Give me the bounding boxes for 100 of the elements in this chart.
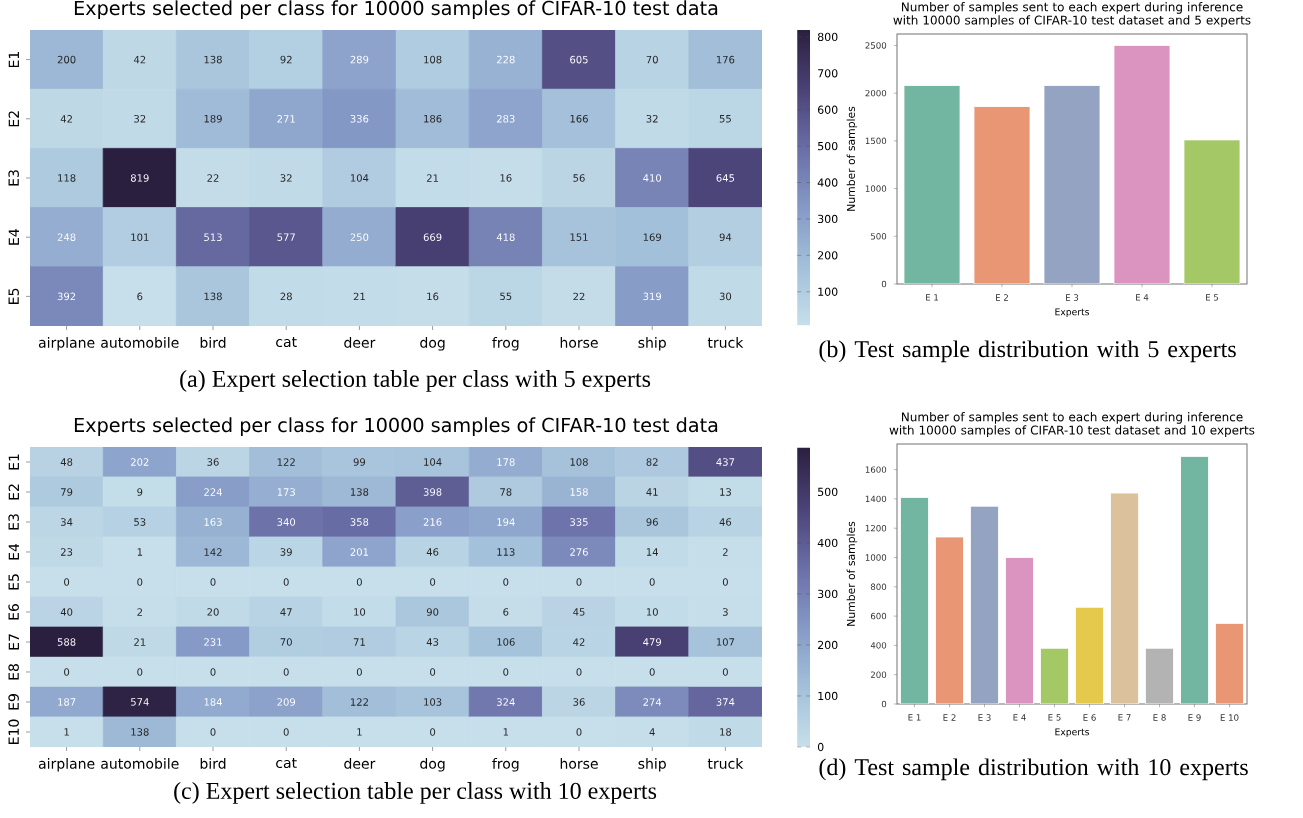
x-tick-label: deer <box>344 337 376 348</box>
data-label: 108 <box>570 458 588 466</box>
data-label: 276 <box>570 548 588 556</box>
data-label: 0 <box>137 668 143 676</box>
data-label: 335 <box>570 518 588 526</box>
data-label: 418 <box>496 233 515 241</box>
data-label: 48 <box>60 458 73 466</box>
y-tick-label: E2 <box>8 111 19 127</box>
data-label: 30 <box>719 292 732 301</box>
data-label: 82 <box>646 458 658 466</box>
data-label: 0 <box>356 668 362 676</box>
data-label: 53 <box>134 518 146 526</box>
data-label: 0 <box>64 578 70 586</box>
y-tick-label: E2 <box>8 484 19 500</box>
data-label: 142 <box>204 548 222 556</box>
data-label: 588 <box>57 638 76 646</box>
y-tick-label: 0 <box>881 700 887 708</box>
chart-title: Number of samples sent to each expert during inference with 10000 samples of CIFAR-10 test dataset and 5 experts <box>893 2 1251 27</box>
x-tick-label: deer <box>344 758 376 769</box>
data-label: 55 <box>500 292 512 301</box>
x-tick-label: frog <box>492 758 519 772</box>
data-label: 36 <box>207 458 219 466</box>
data-label: 122 <box>277 458 295 466</box>
data-label: 118 <box>58 174 76 182</box>
data-label: 2 <box>137 608 142 616</box>
y-tick-label: E4 <box>8 229 19 245</box>
data-label: 166 <box>570 114 588 123</box>
y-tick-label: 1400 <box>865 495 887 503</box>
data-label: 101 <box>131 233 149 241</box>
color-bar-label: 500 <box>818 487 838 497</box>
data-label: 10 <box>354 608 366 616</box>
data-label: 0 <box>64 668 70 676</box>
y-tick-label: E1 <box>8 454 19 470</box>
data-label: 138 <box>204 55 222 64</box>
data-label: 21 <box>426 174 439 182</box>
data-label: 186 <box>424 114 442 123</box>
data-label: 178 <box>497 458 515 466</box>
data-label: 0 <box>649 668 655 676</box>
data-label: 0 <box>649 578 655 586</box>
y-tick-label: 600 <box>870 612 887 620</box>
data-label: 71 <box>353 638 365 646</box>
color-bar-label: 400 <box>817 178 838 187</box>
text: (b) Test sample distribution with 5 experts <box>819 340 1236 363</box>
y-tick-label: E5 <box>8 574 19 590</box>
data-label: 9 <box>137 488 143 496</box>
data-label: 250 <box>350 233 369 241</box>
data-label: 194 <box>497 518 515 526</box>
y-tick-label: E8 <box>8 664 19 680</box>
text: (d) Test sample distribution with 10 experts <box>819 758 1248 781</box>
data-label: 513 <box>204 233 222 241</box>
data-label: 0 <box>722 578 728 586</box>
x-tick-label: dog <box>420 758 445 772</box>
chart-title: Experts selected per class for 10000 samples of CIFAR-10 test data <box>74 417 718 436</box>
text: (a) Expert selection table per class with 5 experts <box>180 370 651 392</box>
data-label: 0 <box>576 728 582 736</box>
data-label: 0 <box>430 728 436 736</box>
data-label: 79 <box>61 488 73 496</box>
data-label: 0 <box>283 578 289 586</box>
x-tick-label: E 3 <box>978 714 991 721</box>
y-tick-label: E6 <box>8 603 19 620</box>
data-label: 202 <box>130 458 149 466</box>
data-label: 0 <box>503 578 509 586</box>
data-label: 1 <box>64 728 69 736</box>
color-bar-label: 600 <box>817 105 838 114</box>
y-tick-label: 800 <box>870 583 887 591</box>
data-label: 201 <box>350 548 369 556</box>
x-tick-label: cat <box>276 337 297 348</box>
y-tick-label: 1500 <box>865 137 887 145</box>
color-bar-label: 800 <box>817 32 838 42</box>
y-tick-label: 2000 <box>865 89 887 97</box>
data-label: 0 <box>210 668 216 676</box>
data-label: 0 <box>283 728 289 736</box>
data-label: 0 <box>430 578 436 586</box>
data-label: 374 <box>716 698 735 706</box>
data-label: 6 <box>503 608 509 616</box>
x-tick-label: automobile <box>101 337 179 348</box>
data-label: 138 <box>350 488 369 496</box>
y-tick-label: 1000 <box>865 554 887 561</box>
x-tick-label: E 6 <box>1083 714 1096 721</box>
color-bar-label: 100 <box>818 691 838 701</box>
data-label: 283 <box>496 114 515 123</box>
x-tick-label: ship <box>638 758 666 772</box>
data-label: 3 <box>722 608 728 616</box>
data-label: 106 <box>497 638 515 646</box>
data-label: 70 <box>646 55 658 64</box>
x-tick-label: horse <box>560 337 598 348</box>
y-tick-label: E10 <box>8 719 19 744</box>
data-label: 104 <box>424 458 442 466</box>
data-label: 392 <box>57 292 76 301</box>
color-bar-label: 100 <box>818 287 838 296</box>
data-label: 47 <box>280 608 292 616</box>
color-bar-label: 700 <box>818 69 838 78</box>
data-label: 99 <box>353 458 366 466</box>
text: (c) Expert selection table per class with 10 experts <box>174 782 657 804</box>
data-label: 43 <box>426 638 439 646</box>
data-label: 36 <box>573 698 585 706</box>
y-tick-label: 2500 <box>865 42 887 49</box>
data-label: 189 <box>204 114 222 123</box>
x-tick-label: E 10 <box>1220 714 1239 721</box>
data-label: 187 <box>58 698 76 706</box>
